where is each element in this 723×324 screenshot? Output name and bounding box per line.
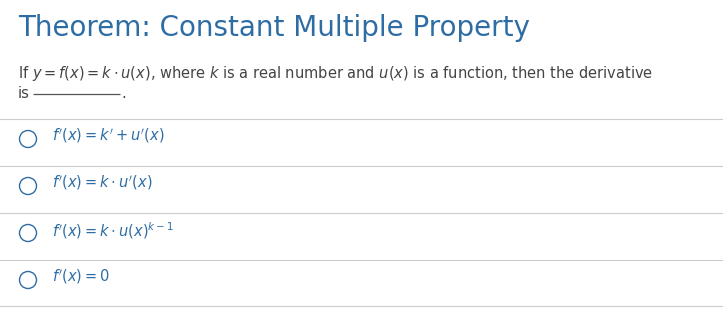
- Text: .: .: [121, 86, 126, 101]
- Text: $f'(x) = 0$: $f'(x) = 0$: [52, 267, 110, 285]
- Text: Theorem: Constant Multiple Property: Theorem: Constant Multiple Property: [18, 14, 530, 42]
- Text: If $y = f(x) = k \cdot u(x)$, where $k$ is a real number and $u(x)$ is a functio: If $y = f(x) = k \cdot u(x)$, where $k$ …: [18, 64, 653, 83]
- Text: $f'(x) = k \cdot u(x)^{k-1}$: $f'(x) = k \cdot u(x)^{k-1}$: [52, 220, 174, 241]
- Text: $f'(x) = k \cdot u'(x)$: $f'(x) = k \cdot u'(x)$: [52, 173, 153, 191]
- Text: is: is: [18, 86, 30, 101]
- Text: $f'(x) = k' + u'(x)$: $f'(x) = k' + u'(x)$: [52, 126, 164, 145]
